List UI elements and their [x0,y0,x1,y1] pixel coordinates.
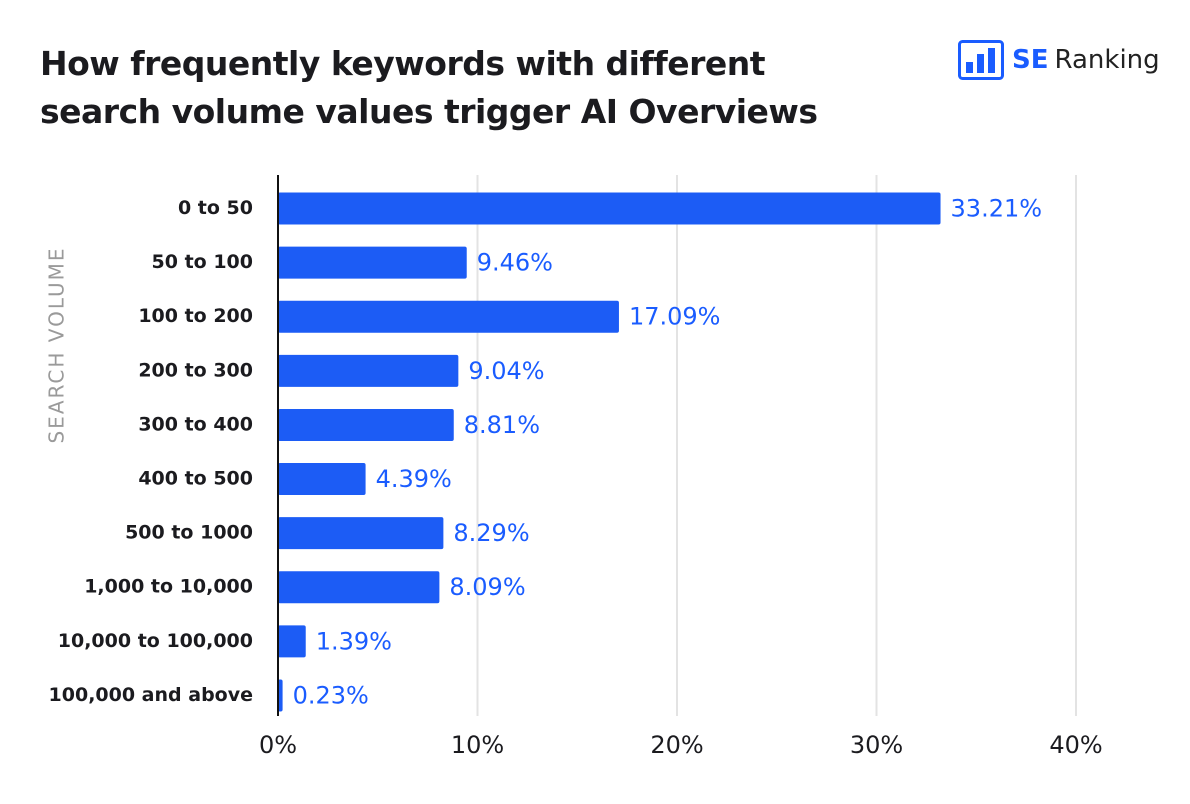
value-label: 17.09% [629,303,721,331]
chart-title: How frequently keywords with different s… [40,44,818,131]
bar [278,300,619,333]
y-tick-label: 100 to 200 [138,305,253,327]
value-label: 8.81% [464,411,540,439]
value-label: 9.04% [468,357,544,385]
x-tick-label: 30% [850,731,903,759]
y-tick-label: 0 to 50 [178,197,253,219]
value-label: 1.39% [316,627,392,655]
bar [278,463,366,496]
value-label: 8.29% [453,519,529,547]
logo-icon [958,40,1004,80]
bar [278,354,459,387]
x-tick-label: 40% [1049,731,1102,759]
x-tick-label: 20% [650,731,703,759]
value-label: 4.39% [376,465,452,493]
bar [278,571,440,604]
value-label: 33.21% [951,195,1043,223]
bar [278,517,444,550]
value-label: 8.09% [449,573,525,601]
y-tick-label: 300 to 400 [138,413,253,435]
y-tick-label: 10,000 to 100,000 [58,630,253,652]
y-tick-label: 100,000 and above [49,684,253,706]
y-tick-label: 500 to 1000 [125,522,253,544]
x-tick-label: 10% [451,731,504,759]
bar [278,408,454,441]
y-tick-label: 50 to 100 [152,251,253,273]
bar [278,246,467,279]
bar [278,679,283,712]
bar [278,625,306,658]
x-tick-label: 0% [259,731,297,759]
bar [278,192,941,225]
y-tick-label: 1,000 to 10,000 [84,576,253,598]
y-tick-label: 400 to 500 [138,468,253,490]
logo: SE Ranking [958,40,1160,80]
value-label: 0.23% [293,681,369,709]
value-label: 9.46% [477,249,553,277]
y-tick-label: 200 to 300 [138,359,253,381]
y-axis-label: SEARCH VOLUME [45,246,69,443]
logo-brand: SE [1012,45,1049,75]
logo-name: Ranking [1054,45,1160,75]
